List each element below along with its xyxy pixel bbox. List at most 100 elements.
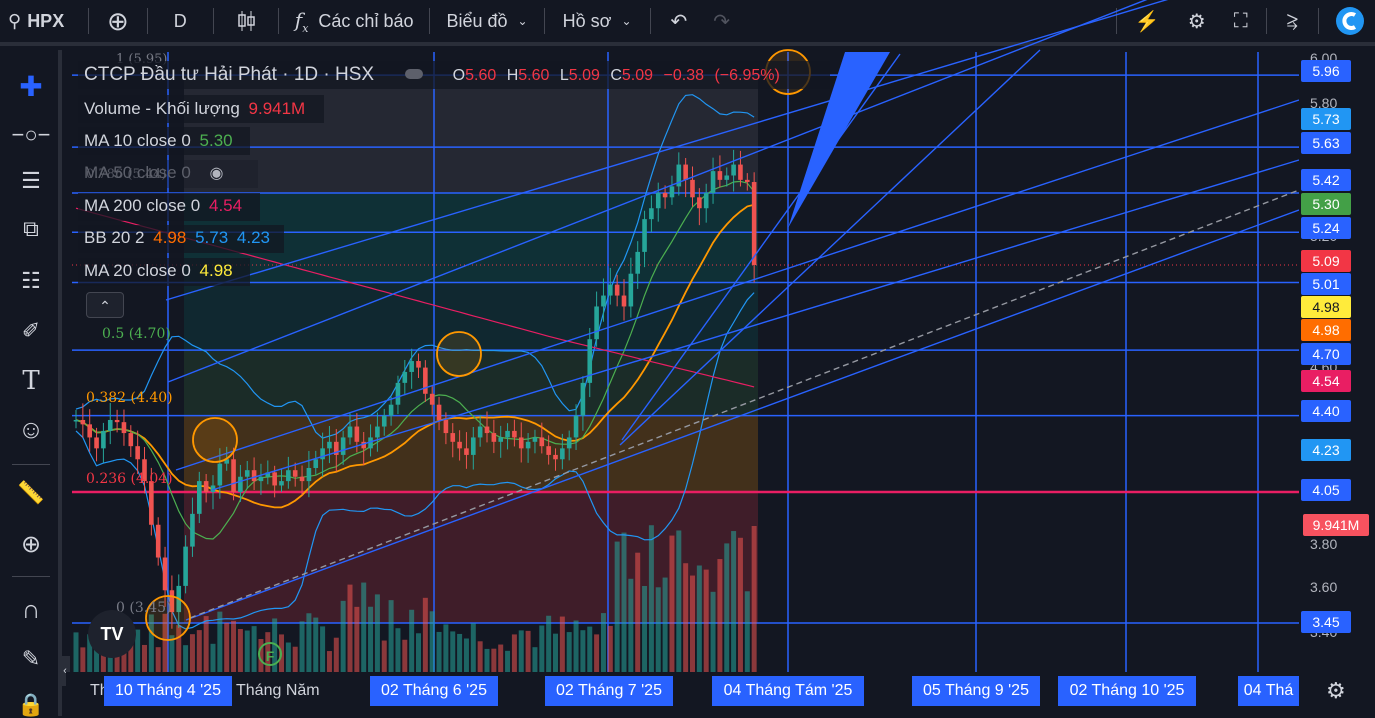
compare-add-icon[interactable]: ⊕ — [107, 5, 129, 36]
volume-bar — [511, 634, 517, 672]
candle-body — [464, 448, 469, 455]
volume-label: Volume - Khối lượng — [84, 99, 240, 118]
circle-marker — [192, 417, 238, 463]
price-label: 4.98 — [1301, 319, 1351, 341]
time-label-04-next: 04 Thá — [1238, 676, 1299, 706]
volume-bar — [148, 614, 154, 672]
lock-icon[interactable]: 🔒 — [17, 692, 45, 717]
candle-body — [703, 192, 709, 209]
candle-body — [416, 361, 421, 368]
ohlc-h-label: H — [506, 67, 519, 84]
candle-body — [361, 441, 366, 449]
candle-body — [272, 472, 277, 486]
volume-bar — [224, 622, 230, 672]
volume-bar — [662, 577, 668, 672]
volume-bar — [518, 630, 524, 672]
trend-line — [167, 0, 1148, 383]
candle-body — [566, 437, 572, 449]
volume-bar — [340, 600, 346, 672]
price-label: 5.42 — [1301, 169, 1351, 191]
fib-icon[interactable]: ☷ — [21, 268, 41, 293]
candle-body — [745, 179, 750, 183]
undo-icon[interactable]: ↶ — [670, 10, 688, 33]
volume-bar — [231, 620, 237, 672]
collapse-toolbar-handle[interactable]: ‹ — [60, 656, 70, 686]
volume-bar — [333, 637, 339, 672]
alert-icon[interactable]: ⚡ — [1134, 10, 1160, 33]
drawing-toolbar: ✚ −○− ☰ ⧉ ☷ ✐ T ☺ 📏 ⊕ ∩ ✎ 🔒 — [0, 50, 62, 717]
volume-bar — [251, 626, 257, 672]
candle-body — [121, 422, 127, 434]
interval-button[interactable]: D — [173, 10, 187, 31]
time-label-may: Tháng Năm — [236, 682, 320, 699]
fib-label-0786: 0.786 (5.44) — [86, 167, 167, 182]
candle-body — [539, 437, 545, 447]
volume-bar — [655, 587, 661, 672]
volume-bar — [553, 633, 558, 672]
volume-bar — [683, 563, 689, 672]
symbol-search[interactable]: ⚲ HPX — [0, 0, 84, 44]
volume-bar — [628, 578, 634, 672]
time-label-02-jun: 02 Tháng 6 '25 — [370, 676, 498, 706]
redo-icon[interactable]: ↷ — [713, 10, 731, 33]
candle-body — [614, 284, 620, 296]
text-icon[interactable]: T — [22, 366, 40, 396]
circle-marker — [436, 331, 482, 377]
candle-body — [525, 441, 531, 449]
emoji-icon[interactable]: ☺ — [17, 414, 45, 444]
lines-menu-icon[interactable]: ☰ — [21, 168, 41, 193]
volume-bar — [169, 635, 175, 672]
ohlc-c: 5.09 — [621, 67, 654, 84]
candle-body — [375, 426, 380, 438]
trend-line — [621, 53, 901, 441]
legend-eye-toggle[interactable] — [405, 68, 424, 79]
volume-bar — [731, 531, 737, 672]
toolbar-divider — [12, 576, 50, 577]
ma200-label: MA 200 close 0 — [84, 196, 201, 215]
indicators-label: Các chỉ báo — [318, 10, 414, 31]
chart-menu-label: Biểu đồ — [446, 10, 508, 31]
volume-bar — [690, 575, 695, 672]
horizontal-line-icon[interactable]: −○− — [11, 122, 51, 147]
chart-menu-button[interactable]: Biểu đồ ⌄ — [434, 0, 539, 44]
candles-icon[interactable] — [218, 0, 274, 44]
magnet-icon[interactable]: ∩ — [21, 594, 41, 624]
volume-bar — [546, 615, 552, 672]
candle-body — [518, 437, 524, 449]
fullscreen-icon[interactable]: ⛶ — [1233, 9, 1248, 32]
brush-icon[interactable]: ✐ — [21, 318, 41, 343]
gear-icon[interactable]: ⚙ — [1187, 10, 1206, 33]
ma20-line — [75, 203, 755, 509]
tradingview-logo[interactable]: TV — [88, 610, 136, 658]
crosshair-icon[interactable]: ✚ — [19, 71, 43, 102]
indicators-button[interactable]: fx Các chỉ báo — [283, 0, 426, 44]
ruler-icon[interactable]: 📏 — [17, 480, 45, 505]
volume-bar — [142, 644, 147, 672]
volume-bar — [210, 643, 216, 672]
share-icon[interactable]: ⥸ — [1286, 9, 1298, 32]
axis-settings-icon[interactable]: ⚙ — [1326, 678, 1346, 703]
lock-drawing-icon[interactable]: ✎ — [21, 646, 41, 671]
candle-body — [142, 459, 147, 482]
legend-collapse-button[interactable]: ⌃ — [86, 292, 124, 318]
pattern-icon[interactable]: ⧉ — [23, 216, 39, 241]
candle-body — [306, 468, 312, 482]
financials-badge[interactable]: F — [258, 642, 282, 666]
candle-body — [340, 437, 346, 455]
volume-bar — [676, 530, 682, 672]
zoom-in-icon[interactable]: ⊕ — [20, 531, 42, 558]
fib-label-05: 0.5 (4.70) — [102, 326, 171, 342]
eye-off-icon[interactable]: ◉ — [209, 165, 224, 182]
top-toolbar: ⚲ HPX ⊕ D fx Các chỉ báo Biểu đồ ⌄ Hồ sơ… — [0, 0, 1375, 46]
price-tick: 3.60 — [1310, 579, 1338, 595]
candle-body — [73, 419, 79, 422]
app-logo[interactable] — [1323, 0, 1375, 44]
candle-body — [443, 419, 449, 434]
candle-body — [80, 419, 86, 425]
candle-body — [313, 459, 319, 469]
profile-menu-button[interactable]: Hồ sơ ⌄ — [549, 0, 646, 44]
ohlc-h: 5.60 — [518, 67, 550, 84]
price-label: 5.24 — [1301, 217, 1351, 239]
price-label: 4.40 — [1301, 400, 1351, 422]
